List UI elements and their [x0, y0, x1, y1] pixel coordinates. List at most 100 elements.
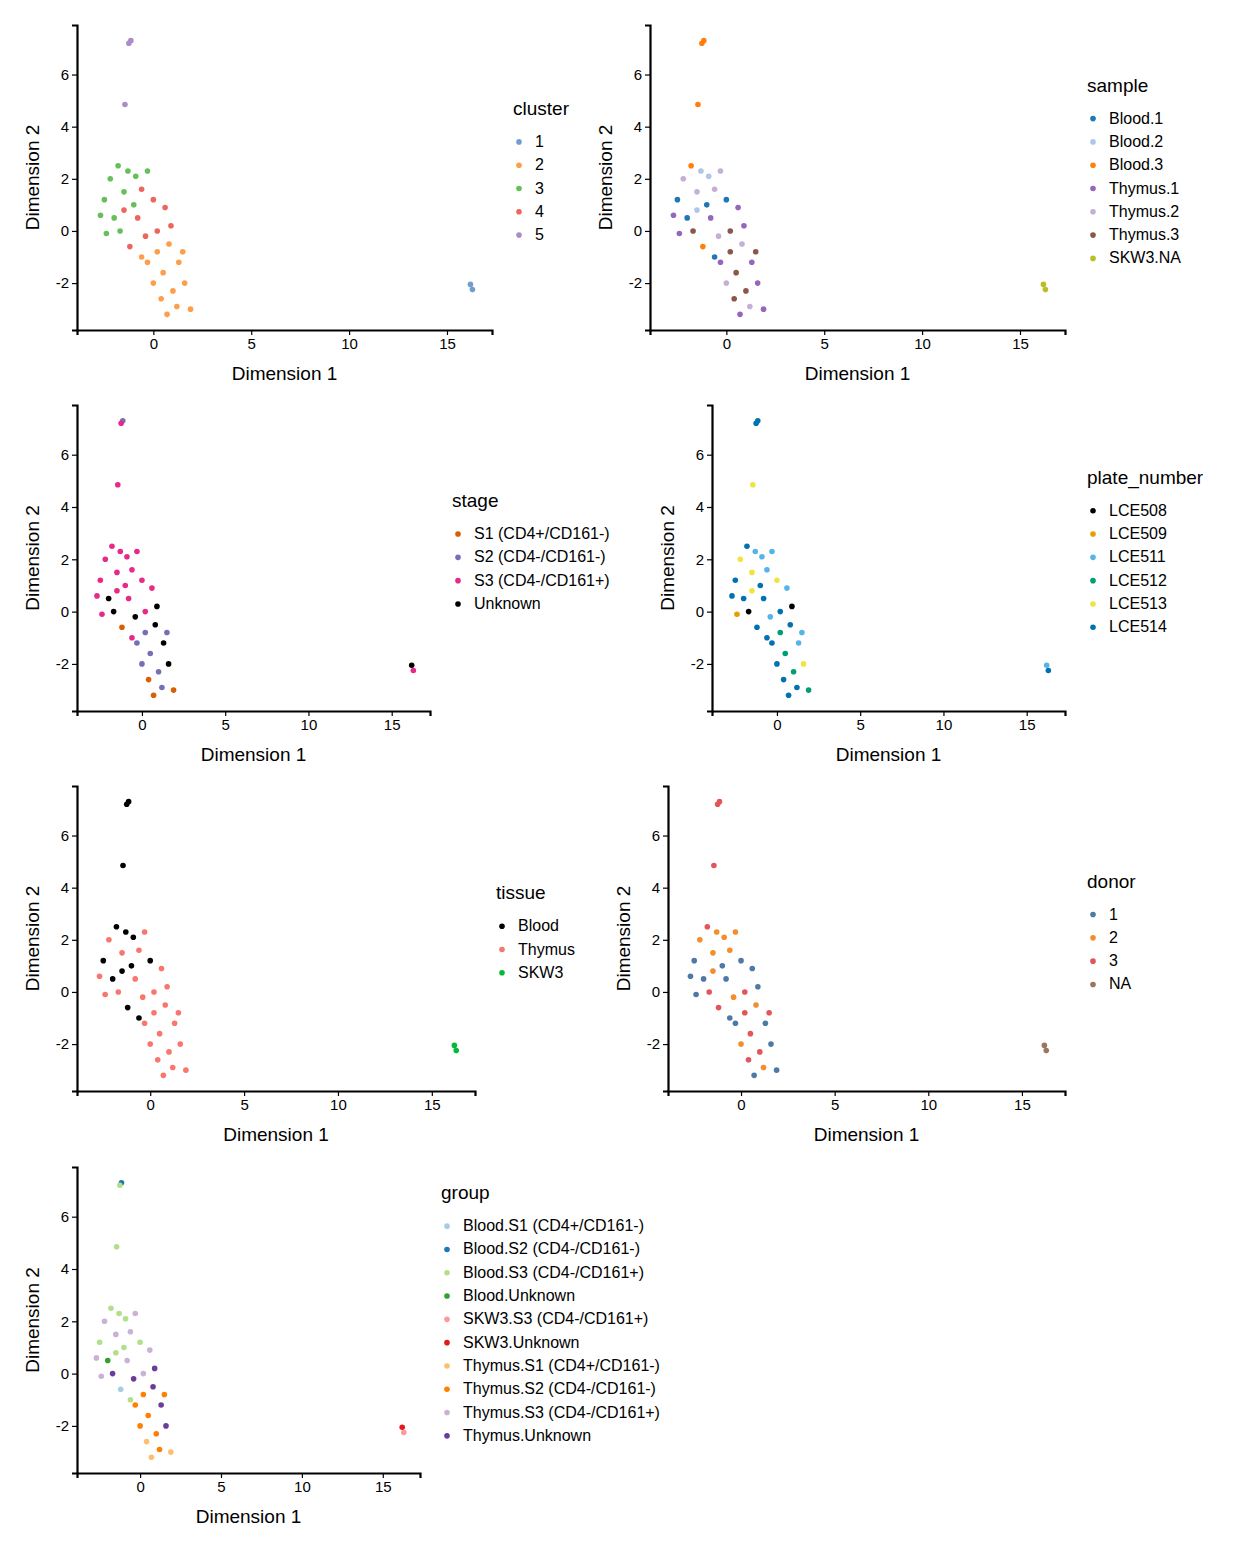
point [767, 614, 773, 620]
point [724, 280, 730, 286]
tick-label: 15 [375, 1478, 392, 1495]
point [116, 1311, 122, 1317]
tick: 6 [61, 446, 77, 463]
point [172, 1020, 178, 1026]
point [114, 924, 120, 930]
point [695, 102, 701, 108]
x-axis-title: Dimension 1 [196, 1506, 302, 1527]
tick-mark [72, 835, 77, 836]
x-axis-title: Dimension 1 [836, 744, 942, 765]
legend-label: 5 [535, 226, 544, 243]
point [159, 685, 165, 691]
tick-label: -2 [56, 655, 69, 672]
point [734, 611, 740, 617]
legend-label: LCE508 [1109, 502, 1167, 519]
point [468, 282, 474, 288]
tick-mark [72, 1426, 77, 1427]
point [129, 963, 135, 969]
legend: tissueBloodThymusSKW3 [496, 882, 575, 981]
tick: 6 [696, 446, 712, 463]
point [132, 614, 138, 620]
legend-swatch [1090, 982, 1096, 988]
point [157, 1447, 163, 1453]
series [705, 799, 772, 1063]
legend-label: Thymus.2 [1109, 203, 1179, 220]
point [120, 863, 126, 869]
tick: 6 [61, 66, 77, 83]
tick: -2 [647, 1035, 668, 1052]
point [151, 989, 157, 995]
legend-swatch [1090, 531, 1096, 537]
point [182, 280, 188, 286]
point [690, 228, 696, 234]
series [1042, 1043, 1049, 1054]
tick-mark [707, 559, 712, 560]
point [744, 543, 750, 549]
legend-swatch [1090, 624, 1096, 630]
point [743, 288, 749, 294]
tick-label: 15 [439, 335, 456, 352]
point [735, 205, 741, 211]
legend-swatch [516, 186, 522, 192]
point [151, 197, 157, 203]
point [168, 1449, 174, 1455]
tick-label: 6 [61, 446, 69, 463]
point [746, 1057, 752, 1063]
point [156, 669, 162, 675]
point [131, 202, 137, 208]
point [794, 685, 800, 691]
legend-swatch [1090, 601, 1096, 607]
point [787, 622, 793, 628]
panel: 051015-20246Dimension 1Dimension 2plate_… [657, 406, 1204, 766]
tick: 4 [634, 118, 650, 135]
point [715, 801, 721, 807]
point [128, 1397, 134, 1403]
point [733, 577, 739, 583]
y-axis-title: Dimension 2 [22, 886, 43, 992]
point [110, 976, 116, 982]
tick-label: 2 [696, 551, 704, 568]
point [720, 963, 726, 969]
legend-swatch [516, 232, 522, 238]
tick-mark [72, 455, 77, 456]
x-axis-title: Dimension 1 [223, 1124, 329, 1145]
tick-label: 4 [696, 498, 704, 515]
point [147, 651, 153, 657]
point [791, 669, 797, 675]
tick-label: 4 [61, 498, 69, 515]
tick: 6 [61, 1208, 77, 1225]
point [150, 1384, 156, 1390]
point [137, 1339, 143, 1345]
tick-label: 0 [723, 335, 731, 352]
legend-swatch [516, 162, 522, 168]
point [691, 958, 697, 964]
legend-label: Thymus.1 [1109, 180, 1179, 197]
point [724, 197, 730, 203]
point [453, 1048, 459, 1054]
legend-label: 2 [1109, 929, 1118, 946]
point [154, 228, 160, 234]
point [710, 950, 716, 956]
point [118, 1387, 124, 1393]
point [761, 1065, 767, 1071]
point [470, 287, 476, 293]
point [738, 557, 744, 563]
point [117, 228, 123, 234]
point [147, 1347, 153, 1353]
point [97, 973, 103, 979]
point [164, 984, 170, 990]
point [105, 1358, 111, 1364]
y-axis-title: Dimension 2 [22, 125, 43, 231]
legend-swatch [1090, 209, 1096, 215]
tick-label: -2 [691, 655, 704, 672]
point [110, 1371, 116, 1377]
axis-line [669, 1092, 1066, 1097]
legend-label: SKW3.NA [1109, 249, 1181, 266]
x-axis: 051015 [713, 711, 1066, 733]
tick: -2 [56, 655, 77, 672]
legend-label: SKW3.Unknown [463, 1334, 580, 1351]
tick: 15 [439, 330, 456, 352]
point [700, 244, 706, 250]
tick-label: 6 [61, 827, 69, 844]
point [738, 958, 744, 964]
